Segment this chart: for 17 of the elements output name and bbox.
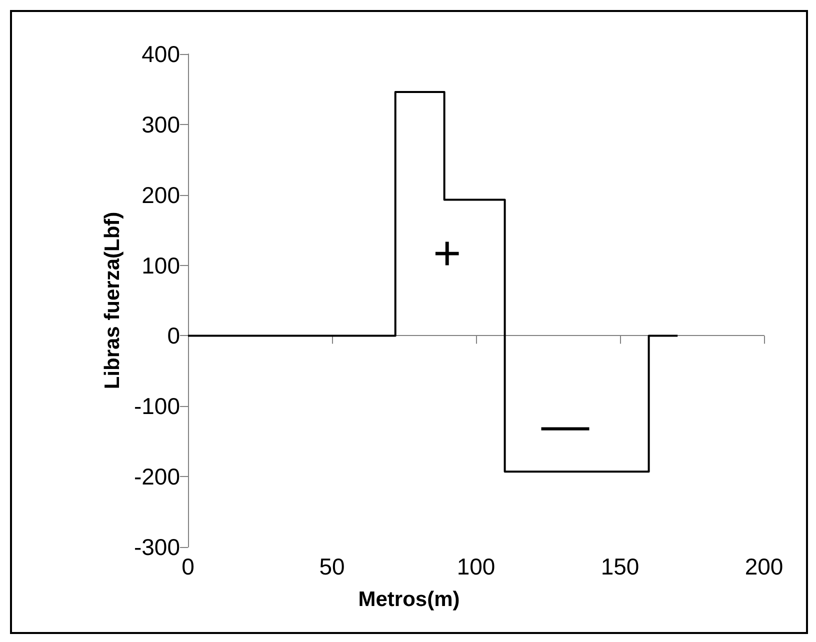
x-tick-label: 150	[600, 554, 640, 580]
y-tick-label: -100	[134, 393, 180, 420]
y-tick-label: 100	[142, 252, 180, 278]
y-axis-title: Libras fuerza(Lbf)	[101, 212, 124, 390]
y-tick-label: 400	[142, 41, 180, 67]
annotation: +	[433, 228, 462, 281]
line-series	[187, 91, 679, 473]
y-tick-label: -200	[134, 464, 180, 490]
y-tick-label: 300	[142, 111, 180, 138]
y-tick-label: 200	[142, 182, 180, 208]
x-tick-label: 200	[744, 554, 784, 580]
annotation: —	[541, 399, 590, 452]
y-tick-label: 0	[167, 322, 180, 349]
x-axis-title: Metros(m)	[358, 588, 460, 611]
x-tick-label: 100	[456, 554, 496, 580]
x-tick-label: 50	[319, 554, 345, 580]
y-tick-label: -300	[134, 534, 180, 560]
